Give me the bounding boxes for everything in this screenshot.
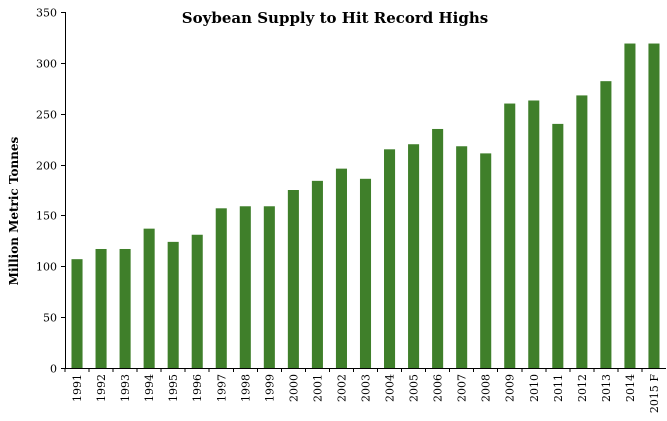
y-tick-label: 100 xyxy=(36,261,57,274)
chart-title: Soybean Supply to Hit Record Highs xyxy=(182,9,488,27)
x-tick-label: 2000 xyxy=(287,374,300,402)
x-tick-label: 2006 xyxy=(432,374,445,402)
bar-2003 xyxy=(359,178,372,368)
x-tick-label: 2009 xyxy=(504,374,517,402)
x-tick-label: 2014 xyxy=(624,374,637,402)
bar-2000 xyxy=(287,190,299,368)
bar-1997 xyxy=(215,208,227,368)
x-tick-label: 2001 xyxy=(311,374,324,402)
bar-2011 xyxy=(552,123,564,368)
x-tick-label: 1991 xyxy=(71,374,84,402)
y-tick-label: 300 xyxy=(36,58,57,71)
x-tick-label: 2004 xyxy=(384,374,397,402)
x-tick-label: 2008 xyxy=(480,374,493,402)
bar-2014 xyxy=(624,43,636,368)
bar-2006 xyxy=(432,128,444,368)
bar-2004 xyxy=(384,149,396,368)
y-axis-label: Million Metric Tonnes xyxy=(7,136,21,285)
bar-2007 xyxy=(456,146,468,368)
x-tick-label: 2011 xyxy=(552,374,565,402)
bar-1999 xyxy=(263,206,275,368)
bar-1996 xyxy=(191,234,203,368)
bar-1994 xyxy=(143,228,155,368)
x-tick-label: 1995 xyxy=(167,374,180,402)
bar-1995 xyxy=(167,241,179,368)
y-tick-label: 150 xyxy=(36,210,57,223)
x-axis-ticks: 1991 1992 1993 1994 1995 1996 1997 1998 1999 2000… xyxy=(64,368,661,413)
x-tick-label: 2007 xyxy=(456,374,469,402)
y-tick-label: 50 xyxy=(43,312,57,325)
y-tick-label: 350 xyxy=(36,7,57,20)
y-tick-label: 250 xyxy=(36,109,57,122)
y-tick-label: 200 xyxy=(36,160,57,173)
bar-2012 xyxy=(576,95,588,368)
bar-2002 xyxy=(335,168,347,368)
bar-2015-f xyxy=(648,43,660,368)
x-tick-label: 2003 xyxy=(360,374,373,402)
x-tick-label: 2005 xyxy=(408,374,421,402)
x-tick-label: 1996 xyxy=(191,374,204,402)
x-tick-label: 1997 xyxy=(215,374,228,402)
bar-2013 xyxy=(600,81,612,369)
x-tick-label: 1998 xyxy=(239,374,252,402)
bar-1998 xyxy=(239,206,251,368)
bar-2008 xyxy=(480,153,492,368)
x-tick-label: 2015 F xyxy=(648,374,661,413)
x-tick-label: 1994 xyxy=(143,374,156,402)
bar-2010 xyxy=(528,100,540,369)
x-tick-label: 2002 xyxy=(335,374,348,402)
x-tick-label: 1993 xyxy=(119,374,132,402)
x-tick-label: 2012 xyxy=(576,374,589,402)
y-tick-label: 0 xyxy=(50,363,57,376)
x-tick-label: 1999 xyxy=(263,374,276,402)
bar-1991 xyxy=(71,259,83,368)
bar-1992 xyxy=(95,248,107,368)
bar-2005 xyxy=(408,144,420,368)
x-tick-label: 2010 xyxy=(528,374,541,402)
bar-2001 xyxy=(311,180,323,368)
x-tick-label: 2013 xyxy=(600,374,613,402)
y-axis-ticks: 0 50 100 150 200 250 300 350 xyxy=(36,7,65,376)
bars-group xyxy=(71,43,660,369)
x-tick-label: 1992 xyxy=(95,374,108,402)
bar-1993 xyxy=(119,248,131,368)
bar-2009 xyxy=(504,103,516,368)
